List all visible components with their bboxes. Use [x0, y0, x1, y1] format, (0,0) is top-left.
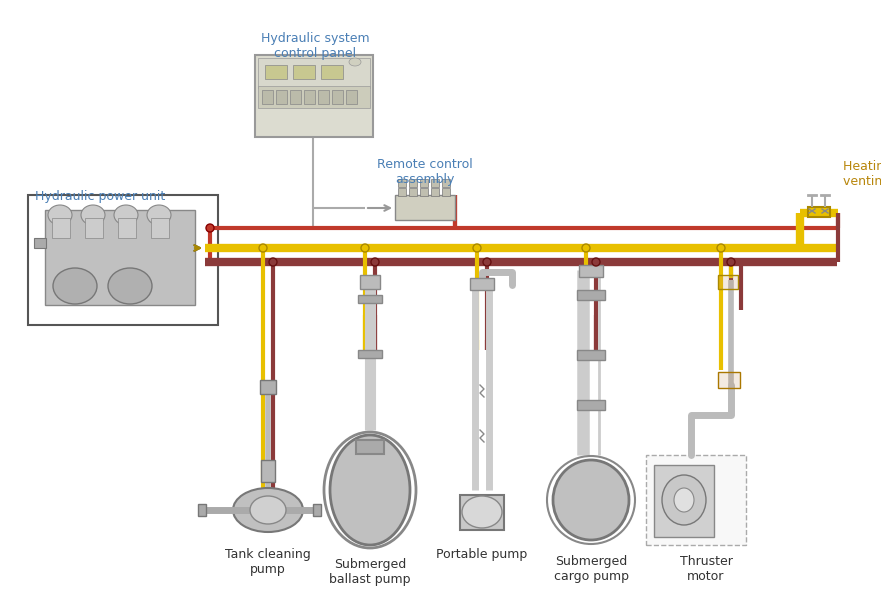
Text: Heating and
venting valve: Heating and venting valve: [843, 160, 881, 188]
Bar: [313, 504, 321, 516]
Text: Portable pump: Portable pump: [436, 548, 528, 561]
Bar: [442, 188, 450, 196]
Bar: [409, 179, 417, 187]
Text: Remote control
assembly: Remote control assembly: [377, 158, 473, 186]
Ellipse shape: [250, 496, 286, 524]
Bar: [118, 218, 136, 238]
Bar: [420, 188, 428, 196]
Circle shape: [206, 224, 214, 232]
Ellipse shape: [330, 435, 410, 545]
Bar: [260, 380, 276, 394]
Bar: [718, 275, 738, 289]
Bar: [258, 58, 370, 88]
Bar: [318, 90, 329, 104]
Circle shape: [582, 244, 590, 252]
Bar: [293, 65, 315, 79]
Text: Submerged
ballast pump: Submerged ballast pump: [329, 558, 411, 586]
Bar: [34, 238, 46, 248]
Ellipse shape: [48, 205, 72, 225]
Bar: [395, 195, 455, 220]
Text: Hydraulic system
control panel: Hydraulic system control panel: [261, 32, 369, 60]
Bar: [420, 179, 428, 187]
Bar: [470, 278, 494, 290]
Ellipse shape: [147, 205, 171, 225]
Circle shape: [371, 258, 379, 266]
Ellipse shape: [553, 460, 629, 540]
Circle shape: [717, 244, 725, 252]
Bar: [346, 90, 357, 104]
Circle shape: [592, 258, 600, 266]
Circle shape: [483, 258, 491, 266]
Bar: [398, 179, 406, 187]
Bar: [431, 188, 439, 196]
Ellipse shape: [674, 488, 694, 512]
Ellipse shape: [81, 205, 105, 225]
Bar: [258, 86, 370, 108]
Circle shape: [727, 258, 735, 266]
Bar: [460, 495, 504, 530]
Bar: [276, 90, 287, 104]
Ellipse shape: [53, 268, 97, 304]
Bar: [262, 90, 273, 104]
Bar: [261, 460, 275, 482]
Ellipse shape: [662, 475, 706, 525]
Bar: [332, 90, 343, 104]
Bar: [579, 265, 603, 277]
Bar: [198, 504, 206, 516]
Bar: [358, 350, 382, 358]
Bar: [360, 275, 380, 289]
Ellipse shape: [349, 58, 361, 66]
Bar: [577, 400, 605, 410]
Bar: [28, 195, 218, 325]
Bar: [577, 290, 605, 300]
Bar: [398, 188, 406, 196]
Bar: [356, 440, 384, 454]
Bar: [255, 55, 373, 137]
Bar: [654, 465, 714, 537]
Bar: [151, 218, 169, 238]
Bar: [409, 188, 417, 196]
Text: Hydraulic power unit: Hydraulic power unit: [35, 190, 165, 203]
Bar: [577, 350, 605, 360]
Bar: [808, 207, 830, 217]
Bar: [442, 179, 450, 187]
Bar: [358, 295, 382, 303]
Bar: [45, 210, 195, 305]
Bar: [52, 218, 70, 238]
Bar: [304, 90, 315, 104]
Circle shape: [361, 244, 369, 252]
Circle shape: [269, 258, 277, 266]
Circle shape: [473, 244, 481, 252]
Bar: [718, 372, 740, 388]
Bar: [85, 218, 103, 238]
Ellipse shape: [233, 488, 303, 532]
Ellipse shape: [462, 496, 502, 528]
Text: Tank cleaning
pump: Tank cleaning pump: [226, 548, 311, 576]
Ellipse shape: [108, 268, 152, 304]
Bar: [321, 65, 343, 79]
Bar: [646, 455, 746, 545]
Text: Thruster
motor: Thruster motor: [679, 555, 732, 583]
Bar: [431, 179, 439, 187]
Text: Submerged
cargo pump: Submerged cargo pump: [553, 555, 628, 583]
Bar: [290, 90, 301, 104]
Ellipse shape: [114, 205, 138, 225]
Circle shape: [259, 244, 267, 252]
Bar: [265, 65, 287, 79]
